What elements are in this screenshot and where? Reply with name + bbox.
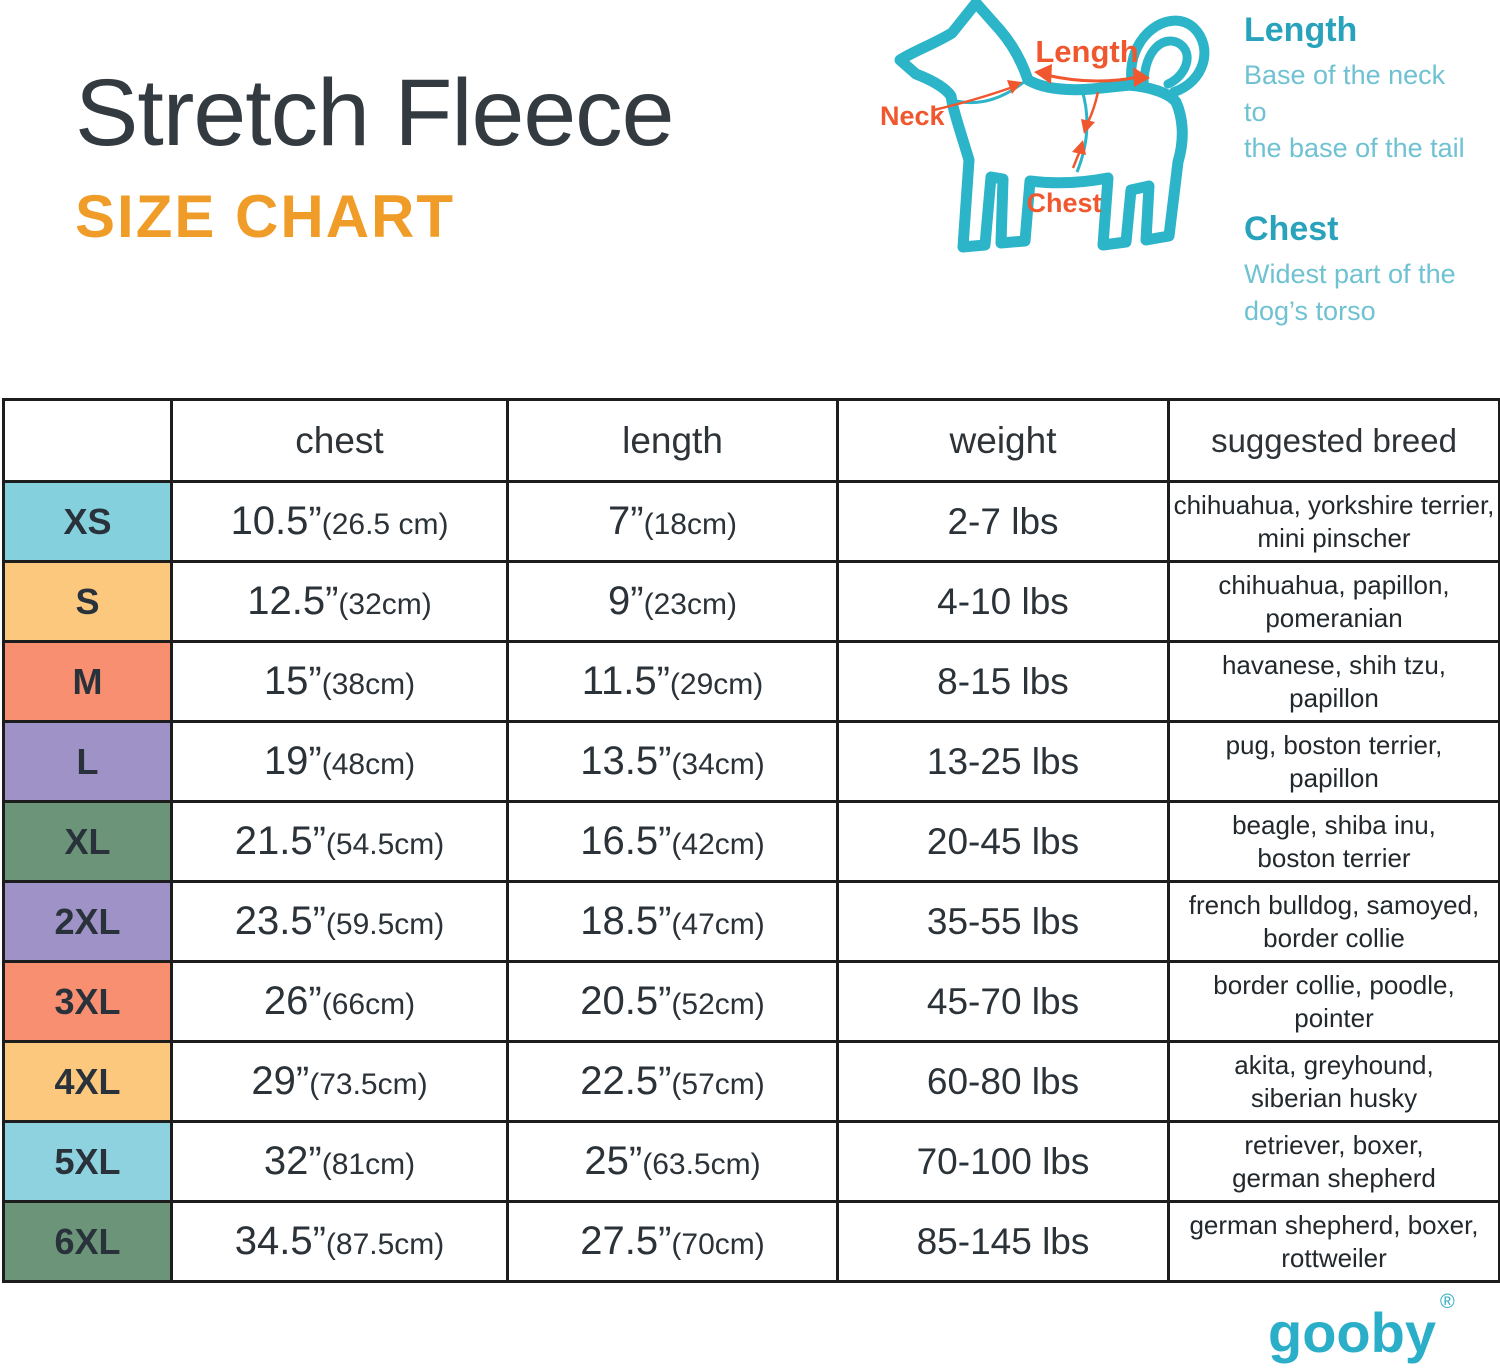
- size-label: 2XL: [2, 880, 173, 963]
- weight-value: 13-25 lbs: [836, 720, 1170, 803]
- legend-chest-desc-line2: dog’s torso: [1244, 295, 1376, 326]
- title-block: Stretch Fleece SIZE CHART: [75, 66, 674, 247]
- size-label: S: [2, 560, 173, 643]
- table-row: XL 21.5”(54.5cm) 16.5”(42cm) 20-45 lbs b…: [2, 800, 1500, 883]
- dog-outline: [894, 0, 1188, 253]
- length-arrow-line: [1045, 73, 1139, 83]
- diagram-label-chest: Chest: [1026, 188, 1101, 218]
- size-label: XL: [2, 800, 173, 883]
- size-label: M: [2, 640, 173, 723]
- chest-arrow-down-line: [1086, 91, 1100, 123]
- chest-value: 32”(81cm): [170, 1120, 509, 1203]
- chest-value: 19”(48cm): [170, 720, 509, 803]
- breed-value: beagle, shiba inu, boston terrier: [1167, 800, 1500, 883]
- weight-value: 2-7 lbs: [836, 480, 1170, 563]
- size-table: chest length weight suggested breed XS 1…: [2, 398, 1500, 1283]
- size-label: 4XL: [2, 1040, 173, 1123]
- brand-name: gooby: [1268, 1301, 1436, 1364]
- weight-value: 70-100 lbs: [836, 1120, 1170, 1203]
- length-value: 13.5”(34cm): [506, 720, 839, 803]
- legend-chest-term: Chest: [1244, 209, 1339, 248]
- table-row: L 19”(48cm) 13.5”(34cm) 13-25 lbs pug, b…: [2, 720, 1500, 803]
- column-header-weight: weight: [836, 398, 1170, 483]
- neck-arrow-line: [933, 86, 1011, 112]
- breed-value: pug, boston terrier, papillon: [1167, 720, 1500, 803]
- weight-value: 85-145 lbs: [836, 1200, 1170, 1283]
- weight-value: 4-10 lbs: [836, 560, 1170, 643]
- diagram-label-neck: Neck: [880, 101, 946, 131]
- diagram-label-length: Length: [1035, 34, 1138, 69]
- registered-mark: ®: [1439, 1291, 1455, 1314]
- legend-length-desc-line2: the base of the tail: [1244, 133, 1465, 164]
- dog-tail-inner: [1139, 36, 1192, 89]
- weight-value: 8-15 lbs: [836, 640, 1170, 723]
- page-title: Stretch Fleece: [75, 60, 674, 166]
- table-header-row: chest length weight suggested breed: [2, 398, 1500, 483]
- chest-arrowhead-up: [1072, 140, 1086, 155]
- chest-value: 29”(73.5cm): [170, 1040, 509, 1123]
- chest-value: 26”(66cm): [170, 960, 509, 1043]
- breed-value: akita, greyhound, siberian husky: [1167, 1040, 1500, 1123]
- breed-value: chihuahua, yorkshire terrier, mini pinsch…: [1167, 480, 1500, 563]
- chest-value: 12.5”(32cm): [170, 560, 509, 643]
- length-value: 7”(18cm): [506, 480, 839, 563]
- legend-chest-desc: Widest part of the dog’s torso: [1244, 256, 1474, 329]
- chest-value: 23.5”(59.5cm): [170, 880, 509, 963]
- gooby-logo: gooby ®: [1268, 1291, 1455, 1365]
- dog-tail-outer: [1126, 15, 1210, 97]
- table-row: M 15”(38cm) 11.5”(29cm) 8-15 lbs havanes…: [2, 640, 1500, 723]
- column-header-breed: suggested breed: [1167, 398, 1500, 483]
- table-row: 2XL 23.5”(59.5cm) 18.5”(47cm) 35-55 lbs …: [2, 880, 1500, 963]
- length-value: 11.5”(29cm): [506, 640, 839, 723]
- breed-value: french bulldog, samoyed, border collie: [1167, 880, 1500, 963]
- column-header-size: [2, 398, 173, 483]
- length-value: 25”(63.5cm): [506, 1120, 839, 1203]
- chest-value: 15”(38cm): [170, 640, 509, 723]
- breed-value: havanese, shih tzu, papillon: [1167, 640, 1500, 723]
- weight-value: 35-55 lbs: [836, 880, 1170, 963]
- length-value: 20.5”(52cm): [506, 960, 839, 1043]
- length-value: 22.5”(57cm): [506, 1040, 839, 1123]
- table-row: S 12.5”(32cm) 9”(23cm) 4-10 lbs chihuahu…: [2, 560, 1500, 643]
- size-label: 3XL: [2, 960, 173, 1043]
- breed-value: german shepherd, boxer, rottweiler: [1167, 1200, 1500, 1283]
- chest-value: 21.5”(54.5cm): [170, 800, 509, 883]
- length-arrowhead-right: [1133, 67, 1150, 87]
- breed-value: border collie, poodle, pointer: [1167, 960, 1500, 1043]
- table-row: XS 10.5”(26.5 cm) 7”(18cm) 2-7 lbs chihu…: [2, 480, 1500, 563]
- legend-length-desc: Base of the neck to the base of the tail: [1244, 57, 1474, 166]
- size-label: 6XL: [2, 1200, 173, 1283]
- dog-measurement-diagram: Length Neck Chest: [880, 0, 1210, 253]
- table-row: 4XL 29”(73.5cm) 22.5”(57cm) 60-80 lbs ak…: [2, 1040, 1500, 1123]
- length-value: 18.5”(47cm): [506, 880, 839, 963]
- table-row: 5XL 32”(81cm) 25”(63.5cm) 70-100 lbs ret…: [2, 1120, 1500, 1203]
- table-row: 3XL 26”(66cm) 20.5”(52cm) 45-70 lbs bord…: [2, 960, 1500, 1043]
- size-label: XS: [2, 480, 173, 563]
- length-value: 9”(23cm): [506, 560, 839, 643]
- length-value: 16.5”(42cm): [506, 800, 839, 883]
- chest-arrowhead-down: [1081, 119, 1095, 134]
- weight-value: 45-70 lbs: [836, 960, 1170, 1043]
- size-label: L: [2, 720, 173, 803]
- table-row: 6XL 34.5”(87.5cm) 27.5”(70cm) 85-145 lbs…: [2, 1200, 1500, 1283]
- measurement-legend: Length Base of the neck to the base of t…: [1244, 11, 1474, 329]
- chest-value: 34.5”(87.5cm): [170, 1200, 509, 1283]
- length-value: 27.5”(70cm): [506, 1200, 839, 1283]
- size-label: 5XL: [2, 1120, 173, 1203]
- weight-value: 20-45 lbs: [836, 800, 1170, 883]
- legend-length-term: Length: [1244, 11, 1358, 49]
- weight-value: 60-80 lbs: [836, 1040, 1170, 1123]
- column-header-chest: chest: [170, 398, 509, 483]
- neck-arrowhead: [1007, 80, 1022, 94]
- breed-value: retriever, boxer, german shepherd: [1167, 1120, 1500, 1203]
- chest-value: 10.5”(26.5 cm): [170, 480, 509, 563]
- breed-value: chihuahua, papillon, pomeranian: [1167, 560, 1500, 643]
- column-header-length: length: [506, 398, 839, 483]
- legend-chest-desc-line1: Widest part of the: [1244, 259, 1456, 290]
- page-subtitle: SIZE CHART: [75, 183, 455, 250]
- legend-length-desc-line1: Base of the neck to: [1244, 60, 1446, 127]
- length-arrowhead-left: [1034, 64, 1052, 84]
